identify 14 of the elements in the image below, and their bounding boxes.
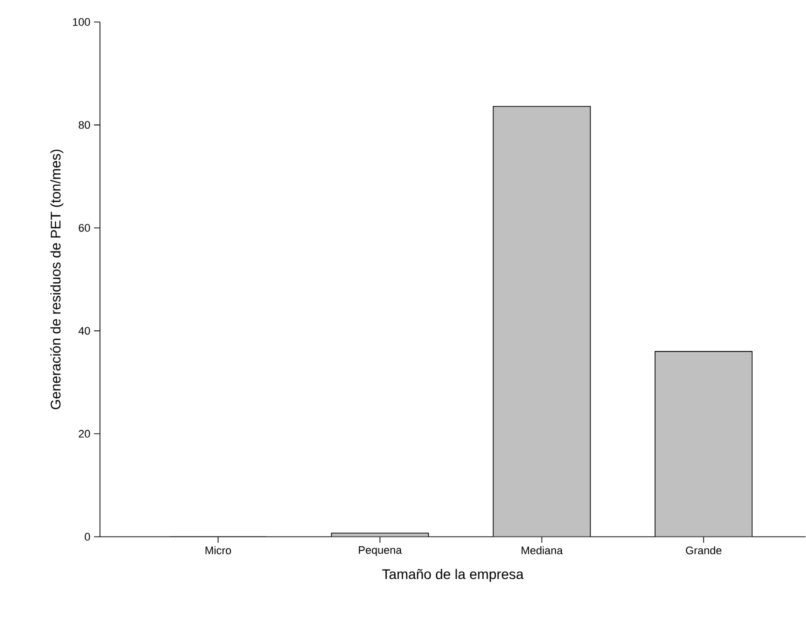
y-tick-label: 20: [78, 430, 90, 438]
bar: [493, 106, 590, 537]
y-axis-title: Generación de residuos de PET (ton/mes): [50, 150, 64, 410]
x-tick-label: Pequena: [358, 546, 402, 556]
y-tick-label: 0: [84, 533, 90, 541]
y-tick-label: 40: [78, 327, 90, 335]
x-tick-label: Mediana: [522, 546, 563, 554]
y-tick-label: 60: [78, 224, 90, 232]
x-tick-label: Micro: [206, 546, 232, 554]
y-tick-label: 100: [72, 18, 90, 26]
bar: [654, 351, 753, 537]
x-axis-title: Tamaño de la empresa: [382, 569, 524, 582]
x-tick-label: Grande: [686, 546, 722, 554]
y-tick-label: 80: [78, 121, 90, 129]
